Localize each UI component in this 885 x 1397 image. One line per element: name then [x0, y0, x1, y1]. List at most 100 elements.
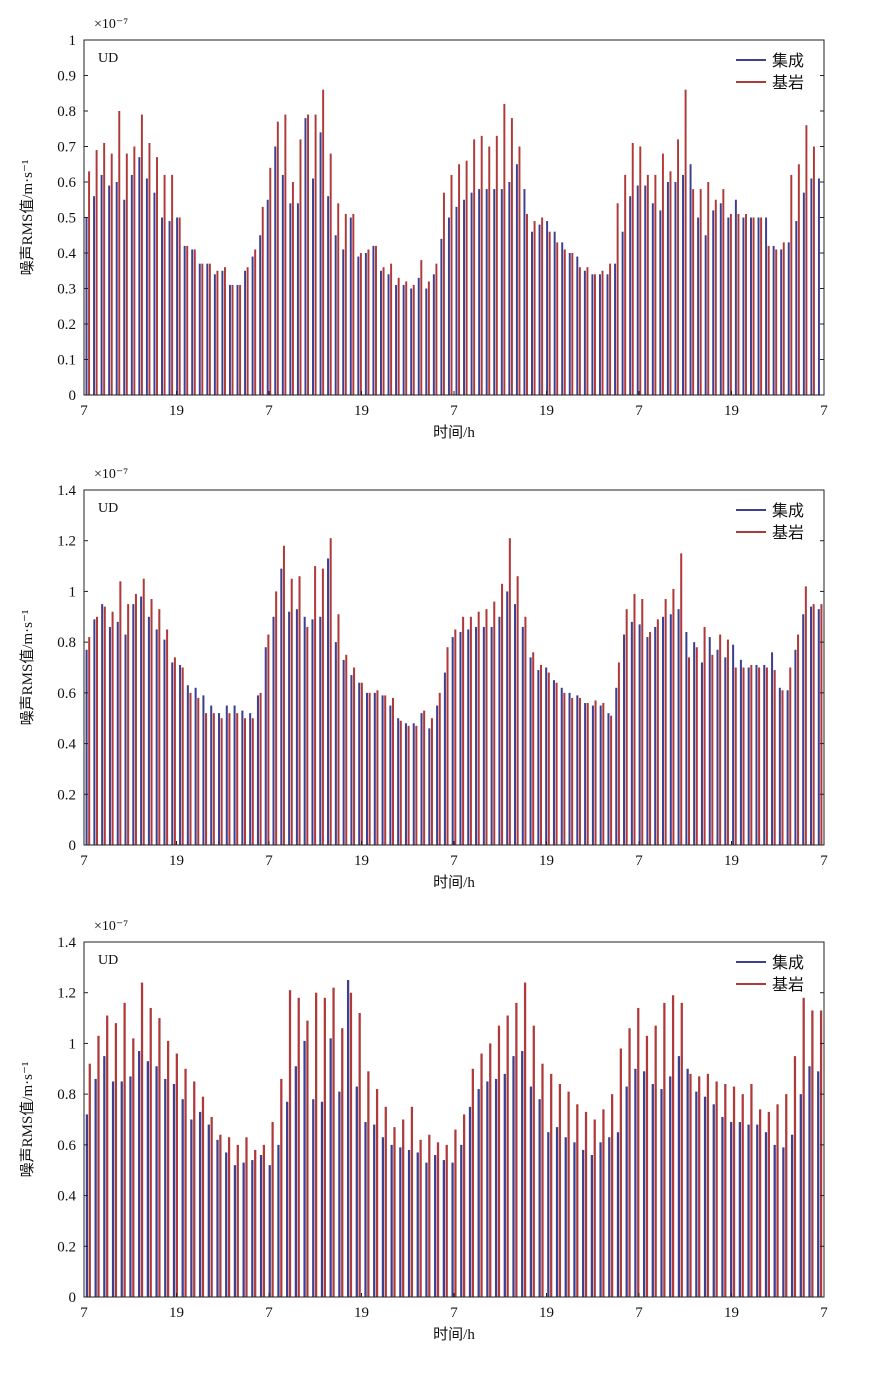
y-tick-label: 1.4	[57, 935, 76, 951]
bar-integrated	[459, 632, 462, 845]
bar-integrated	[372, 245, 375, 395]
bar-integrated	[500, 189, 503, 395]
x-tick-label: 7	[450, 403, 458, 419]
bar-bedrock	[646, 174, 649, 395]
x-tick-label: 19	[724, 1305, 739, 1321]
bar-integrated	[101, 604, 104, 845]
bar-bedrock	[495, 135, 498, 395]
bar-bedrock	[703, 626, 706, 845]
chart-panel-1: 0 0.1 0.2 0.3 0.4 0.5 0.6 0.7 0.8 0.9 1 7 19 7 19 7 19 7 1…	[18, 17, 828, 441]
bar-integrated	[555, 1127, 559, 1297]
bar-bedrock	[103, 606, 106, 845]
bar-integrated	[732, 644, 735, 845]
bar-bedrock	[114, 1023, 118, 1297]
bar-integrated	[447, 217, 450, 395]
bar-integrated	[704, 235, 707, 395]
bar-bedrock	[376, 690, 379, 845]
bar-integrated	[183, 245, 186, 395]
bar-bedrock	[106, 1015, 109, 1297]
bar-bedrock	[687, 657, 691, 845]
bar-integrated	[669, 1076, 672, 1297]
bar-bedrock	[412, 284, 415, 395]
bar-bedrock	[368, 692, 371, 845]
bar-bedrock	[671, 995, 675, 1297]
bar-integrated	[564, 1137, 567, 1297]
bar-bedrock	[243, 718, 247, 845]
bar-bedrock	[689, 1073, 692, 1297]
y-axis-title: 噪声RMS值/m·s⁻¹	[18, 160, 36, 276]
x-tick-label: 19	[539, 403, 554, 419]
bar-integrated	[251, 256, 254, 395]
bar-bedrock	[462, 616, 465, 845]
bar-integrated	[85, 217, 88, 395]
bar-bedrock	[745, 213, 747, 395]
bar-integrated	[477, 1089, 480, 1297]
bar-bedrock	[541, 217, 544, 395]
bar-bedrock	[197, 697, 200, 845]
bar-integrated	[591, 274, 594, 395]
bar-integrated	[155, 629, 158, 845]
bar-integrated	[716, 649, 719, 845]
chart-panel-3: 0 0.2 0.4 0.6 0.8 1 1.2 1.4 7 19 7 19 7 19 7 19 7 时间/h 噪声R…	[18, 919, 828, 1343]
bar-integrated	[425, 1162, 428, 1297]
bar-bedrock	[699, 189, 702, 395]
bar-bedrock	[297, 997, 300, 1297]
bar-bedrock	[563, 249, 566, 395]
bar-integrated	[547, 1132, 550, 1297]
bar-integrated	[695, 1091, 698, 1297]
bar-bedrock	[471, 1068, 474, 1297]
bar-bedrock	[419, 1139, 422, 1297]
bar-bedrock	[458, 164, 461, 395]
bar-bedrock	[210, 1116, 213, 1297]
y-tick-label: 0.1	[57, 353, 76, 369]
bar-bedrock	[541, 1063, 544, 1297]
bar-bedrock	[323, 997, 326, 1297]
bar-integrated	[132, 604, 135, 845]
bar-bedrock	[767, 1111, 770, 1297]
bar-integrated	[636, 185, 639, 395]
bar-integrated	[130, 174, 133, 395]
bar-integrated	[482, 626, 485, 845]
bar-bedrock	[734, 667, 737, 845]
bar-bedrock	[584, 1111, 588, 1297]
bar-integrated	[560, 687, 563, 845]
y-tick-label: 0	[69, 388, 77, 404]
bar-integrated	[236, 284, 239, 395]
bar-bedrock	[407, 725, 410, 845]
bar-integrated	[358, 682, 361, 845]
bar-integrated	[494, 1078, 498, 1297]
chart-panel-2: 0 0.2 0.4 0.6 0.8 1 1.2 1.4 7 19 7 19 7 19 7 19 7 时间/h 噪声R…	[18, 467, 828, 891]
x-axis-title: 时间/h	[433, 1326, 475, 1343]
bar-integrated	[455, 206, 458, 395]
bar-integrated	[365, 692, 369, 845]
bar-bedrock	[329, 538, 332, 845]
bar-bedrock	[782, 242, 785, 395]
bar-integrated	[787, 242, 790, 395]
bar-integrated	[428, 728, 431, 845]
bar-integrated	[140, 596, 143, 845]
bar-integrated	[373, 692, 376, 845]
bar-integrated	[531, 231, 533, 395]
bar-bedrock	[776, 1104, 779, 1297]
bar-bedrock	[539, 664, 543, 845]
bar-bedrock	[532, 652, 535, 845]
bar-bedrock	[337, 203, 340, 395]
bar-integrated	[272, 616, 275, 845]
bar-bedrock	[692, 189, 695, 395]
bar-integrated	[296, 203, 299, 395]
bar-integrated	[225, 1152, 228, 1297]
bar-integrated	[443, 672, 446, 845]
bar-integrated	[599, 1142, 602, 1297]
bar-bedrock	[352, 213, 355, 395]
bar-integrated	[176, 217, 179, 395]
bar-integrated	[756, 1124, 759, 1297]
y-tick-label: 1.2	[57, 534, 76, 550]
bar-bedrock	[578, 267, 581, 395]
bar-integrated	[513, 604, 517, 845]
bar-integrated	[674, 182, 677, 395]
bar-bedrock	[423, 710, 426, 845]
bar-bedrock	[811, 1010, 814, 1297]
bar-bedrock	[611, 1094, 614, 1297]
bar-integrated	[794, 649, 797, 845]
bar-bedrock	[236, 713, 239, 845]
